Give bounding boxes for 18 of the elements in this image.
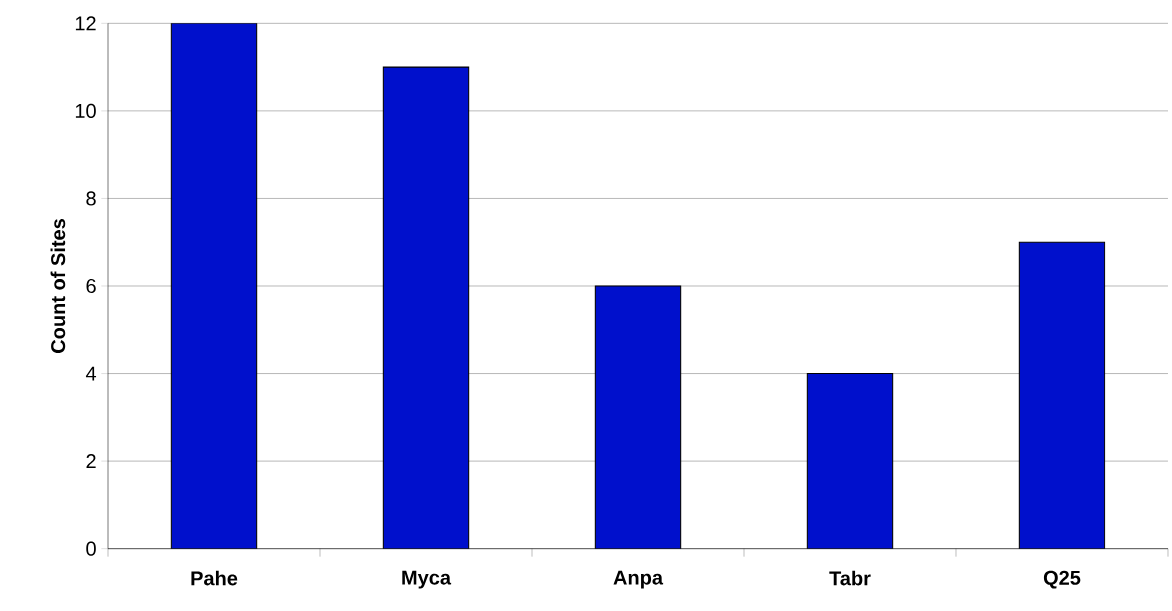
bar (1018, 241, 1106, 549)
x-tick-label: Anpa (613, 570, 664, 589)
y-tick-label: 6 (86, 279, 96, 294)
x-tick-label: Q25 (1043, 570, 1081, 589)
y-axis-title: Count of Sites (50, 219, 66, 354)
y-tick-label: 4 (85, 366, 97, 381)
y-tick-label: 0 (86, 541, 96, 556)
bar (382, 66, 470, 549)
x-tick-label: Pahe (191, 570, 238, 586)
y-tick-label: 8 (86, 191, 96, 206)
y-tick-label: 10 (75, 103, 96, 119)
bar (594, 285, 682, 549)
bar (170, 23, 258, 549)
x-tick-label: Tabr (829, 570, 871, 586)
x-tick-label: Myca (402, 570, 452, 589)
bar (806, 373, 894, 549)
y-tick-label: 2 (86, 454, 96, 469)
y-tick-label: 12 (75, 16, 96, 31)
